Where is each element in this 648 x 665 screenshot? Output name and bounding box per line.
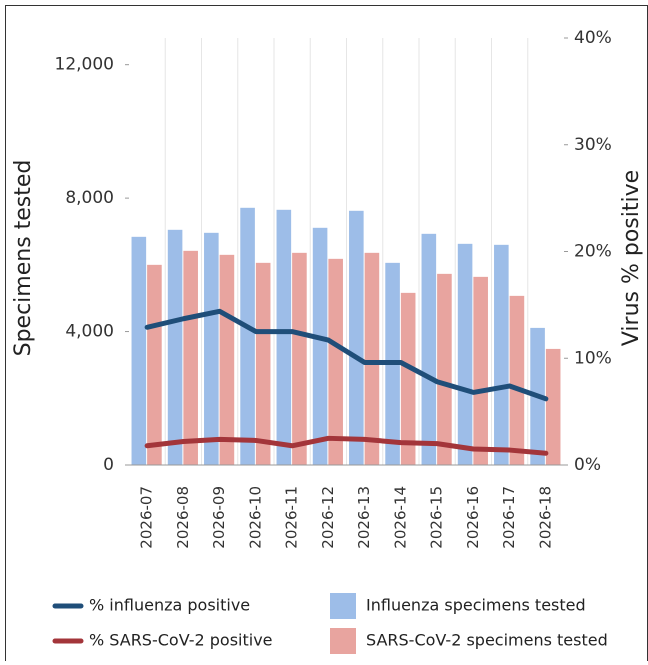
x-tick-label: 2026-08 (174, 486, 192, 549)
y-axis-title: Specimens tested (11, 160, 36, 357)
bar (255, 262, 271, 465)
bar (183, 250, 198, 465)
line (144, 308, 549, 402)
bar (131, 236, 147, 465)
x-tick-label: 2026-10 (246, 486, 264, 549)
legend-label: SARS-CoV-2 specimens tested (366, 631, 608, 650)
x-tick-label: 2026-13 (355, 486, 373, 549)
bar (421, 233, 437, 465)
bar (204, 232, 219, 465)
bar (292, 252, 307, 465)
x-tick-label: 2026-07 (138, 486, 156, 549)
y2-tick-label: 0% (574, 455, 601, 475)
x-tick-label: 2026-15 (428, 486, 446, 549)
bar (219, 254, 235, 465)
bar (437, 273, 452, 465)
legend-swatch (330, 593, 356, 619)
x-tick-label: 2026-17 (500, 486, 518, 549)
bar (473, 276, 488, 465)
y-tick-label: 4,000 (65, 322, 114, 342)
bar (364, 252, 380, 465)
y-tick-label: 12,000 (55, 55, 114, 75)
bar (240, 207, 255, 465)
legend-swatch (330, 628, 356, 654)
bar (400, 292, 416, 465)
bar (328, 258, 343, 465)
x-tick-label: 2026-12 (319, 486, 337, 549)
x-tick-label: 2026-11 (283, 486, 301, 549)
x-tick-label: 2026-16 (464, 486, 482, 549)
bar (494, 244, 509, 465)
x-tick-label: 2026-09 (210, 486, 228, 549)
bar (509, 295, 525, 465)
legend-label: % SARS-CoV-2 positive (89, 631, 273, 650)
bar (457, 243, 473, 465)
bar (276, 209, 292, 465)
legend-label: Influenza specimens tested (366, 596, 586, 615)
x-tick-label: 2026-14 (391, 486, 409, 549)
y2-tick-label: 40% (574, 28, 612, 48)
legend-label: % influenza positive (89, 596, 250, 615)
y2-tick-label: 20% (574, 242, 612, 262)
y-tick-label: 8,000 (65, 188, 114, 208)
y2-tick-label: 30% (574, 135, 612, 155)
x-tick-label: 2026-18 (536, 486, 554, 549)
line (144, 435, 549, 456)
y-tick-label: 0 (103, 455, 114, 475)
y2-axis-title: Virus % positive (619, 170, 644, 346)
bar (167, 229, 183, 465)
bar (349, 210, 364, 465)
bar (312, 227, 328, 465)
bar (147, 264, 162, 465)
bar (545, 348, 561, 465)
y2-tick-label: 10% (574, 348, 612, 368)
